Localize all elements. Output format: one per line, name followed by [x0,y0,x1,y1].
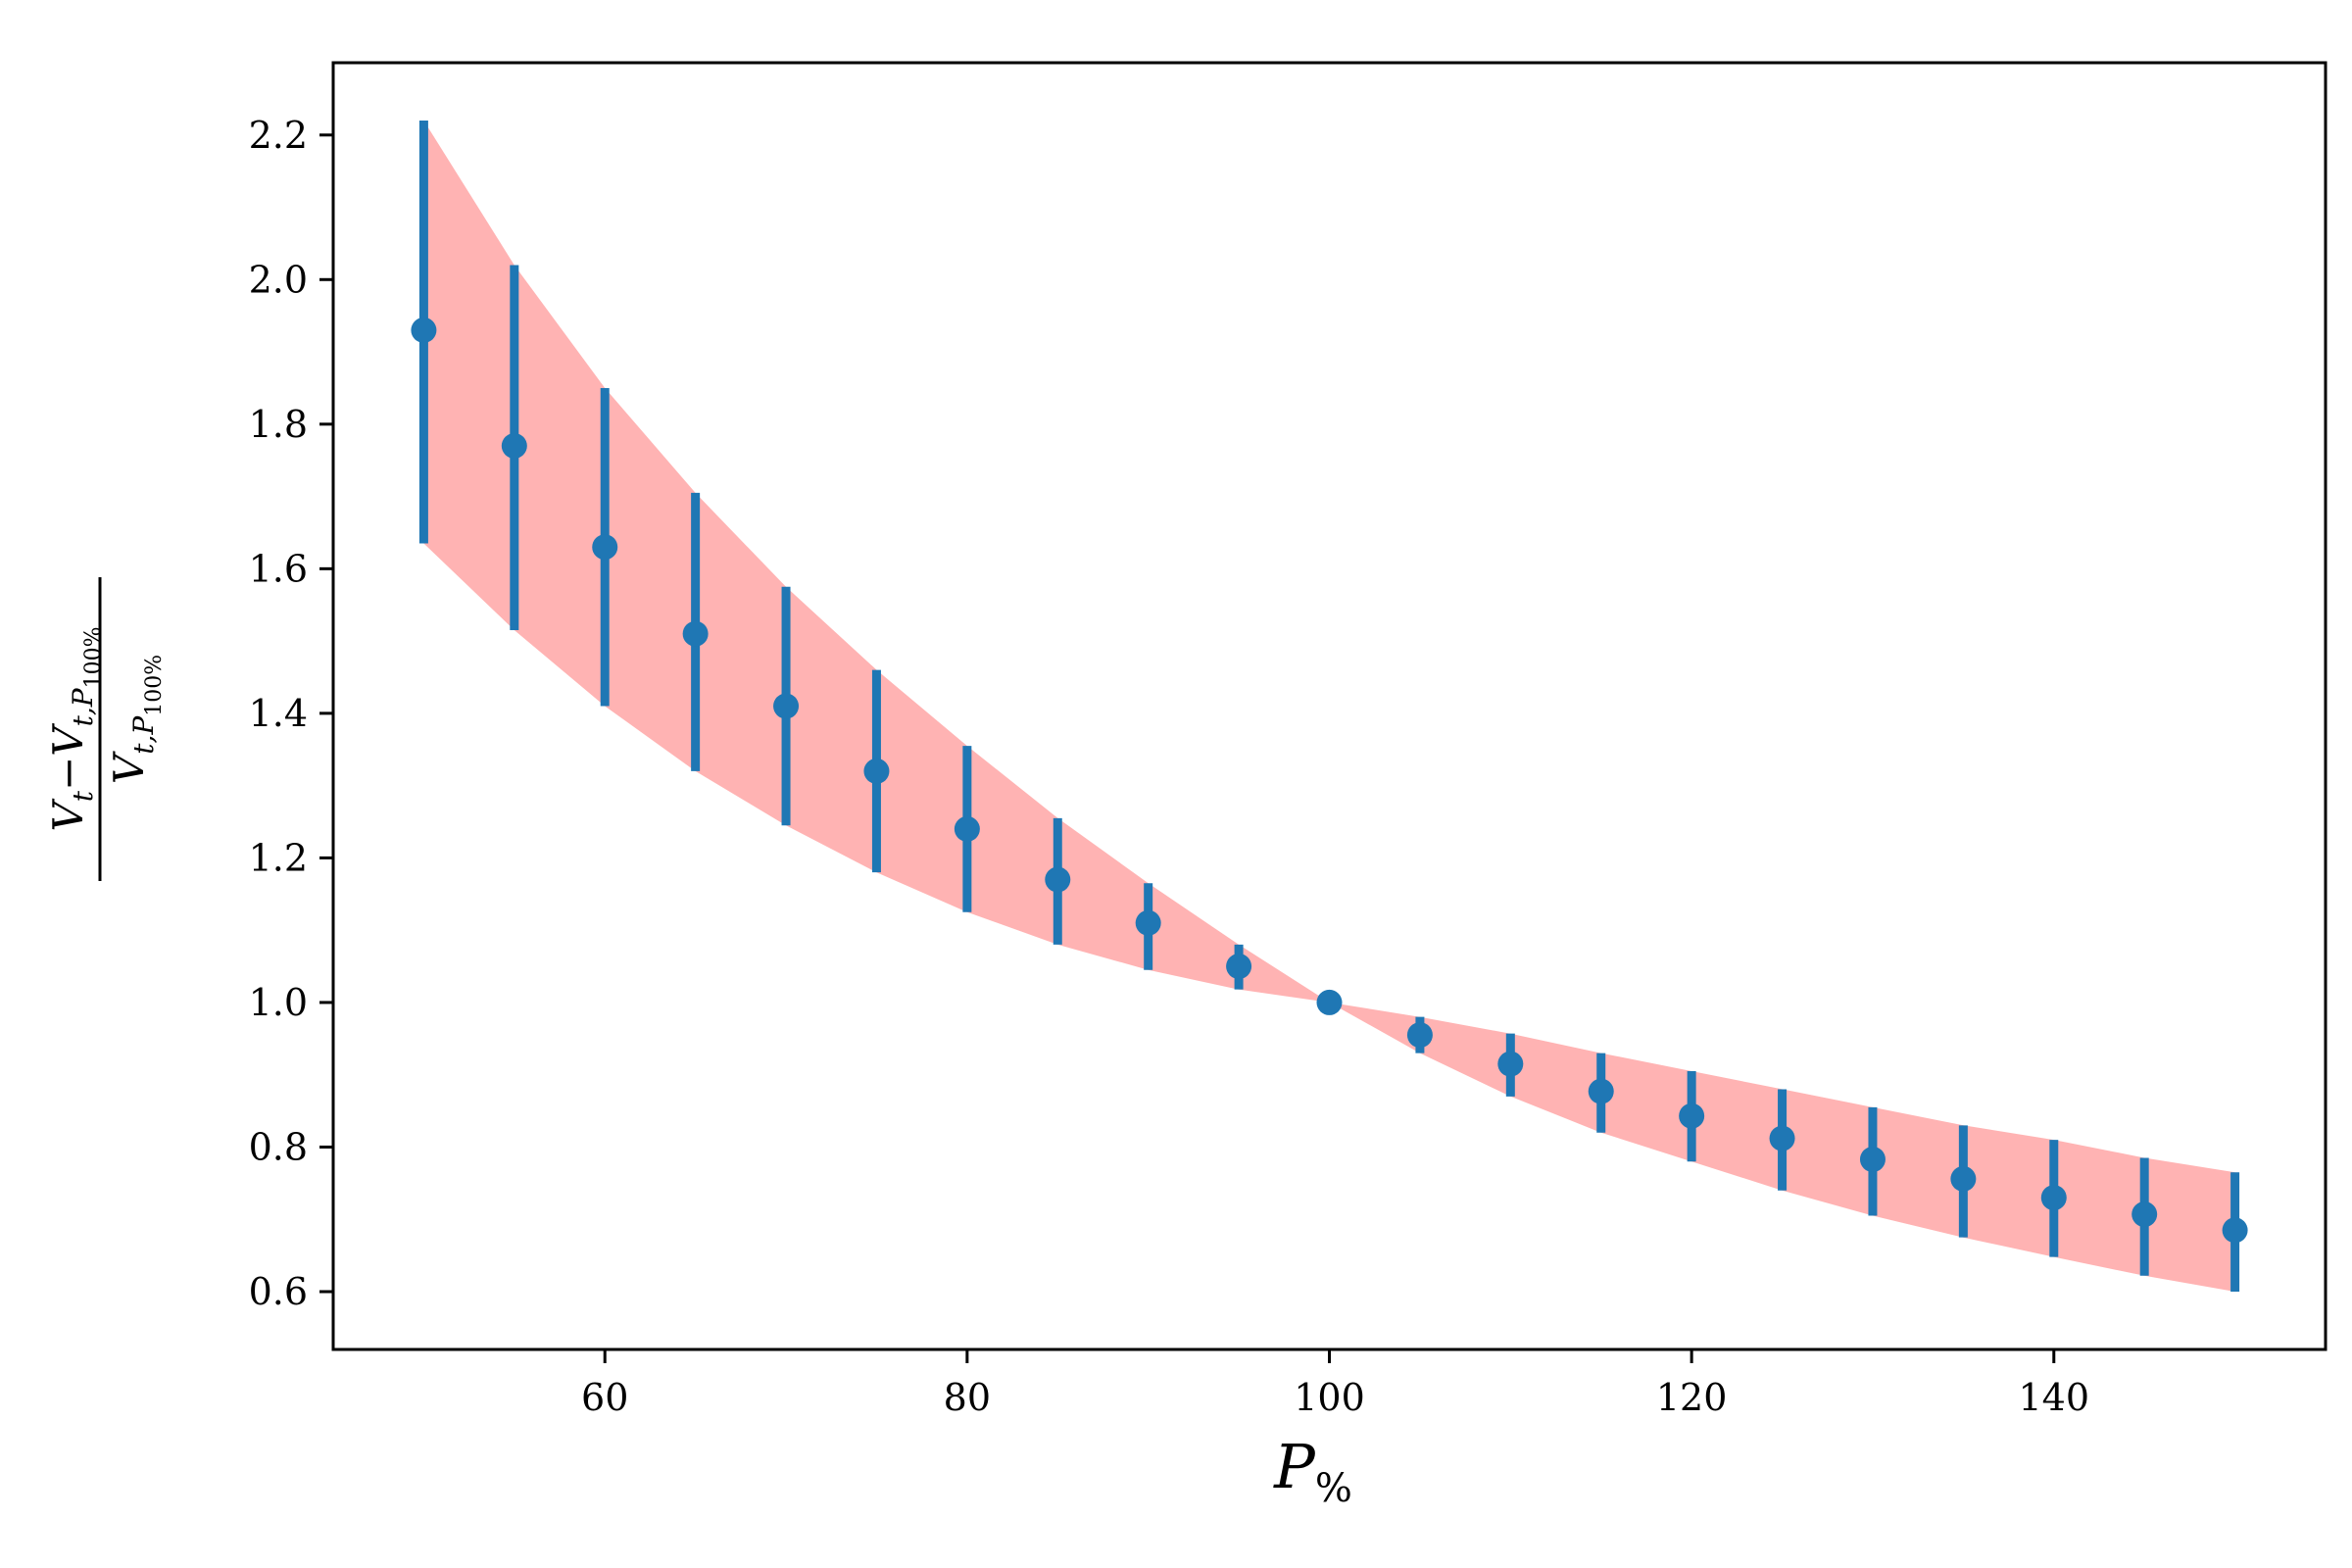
data-point [2040,1185,2067,1211]
y-tick-label: 1.2 [249,836,308,879]
data-point [1135,909,1161,936]
y-axis-ticks: 0.6 0.8 1.0 1.2 1.4 1.6 1.8 2.0 2.2 [249,114,333,1313]
data-point [1769,1125,1795,1152]
y-tick-label: 1.4 [249,692,308,735]
data-point [1226,954,1252,980]
x-tick-label: 100 [1294,1376,1365,1419]
data-point [1859,1147,1886,1173]
x-tick-label: 120 [1656,1376,1728,1419]
data-point [2222,1217,2248,1244]
error-bar-layer [418,121,2240,1292]
x-tick-label: 60 [581,1376,628,1419]
data-point [592,534,618,561]
data-point [2132,1201,2158,1228]
y-tick-label: 1.8 [249,403,308,446]
x-axis-ticks: 60 80 100 120 140 [581,1349,2089,1419]
x-tick-label: 140 [2019,1376,2090,1419]
data-point [411,317,437,343]
y-tick-label: 0.6 [249,1270,308,1313]
data-point [1588,1078,1614,1104]
data-point-layer [411,317,2248,1244]
data-point [954,815,980,842]
y-tick-label: 1.0 [249,981,308,1024]
data-point [1497,1051,1524,1077]
data-point [1045,866,1071,893]
data-point [501,432,527,459]
y-tick-label: 0.8 [249,1125,308,1168]
data-point [682,620,709,647]
x-tick-label: 80 [944,1376,991,1419]
data-point [863,758,890,784]
data-point [1316,989,1343,1015]
x-axis-title: P% [1273,1431,1352,1511]
data-point [773,693,800,719]
y-tick-label: 2.0 [249,258,308,301]
data-point [1406,1022,1433,1049]
y-tick-label: 1.6 [249,547,308,590]
y-axis-title-numerator: Vt−Vt,P100% [44,626,106,831]
y-axis-title-denominator: Vt,P100% [105,655,167,784]
y-axis-title: Vt−Vt,P100% Vt,P100% [44,577,167,881]
y-tick-label: 2.2 [249,114,308,157]
data-point [1950,1165,1977,1192]
data-point [1679,1102,1705,1129]
